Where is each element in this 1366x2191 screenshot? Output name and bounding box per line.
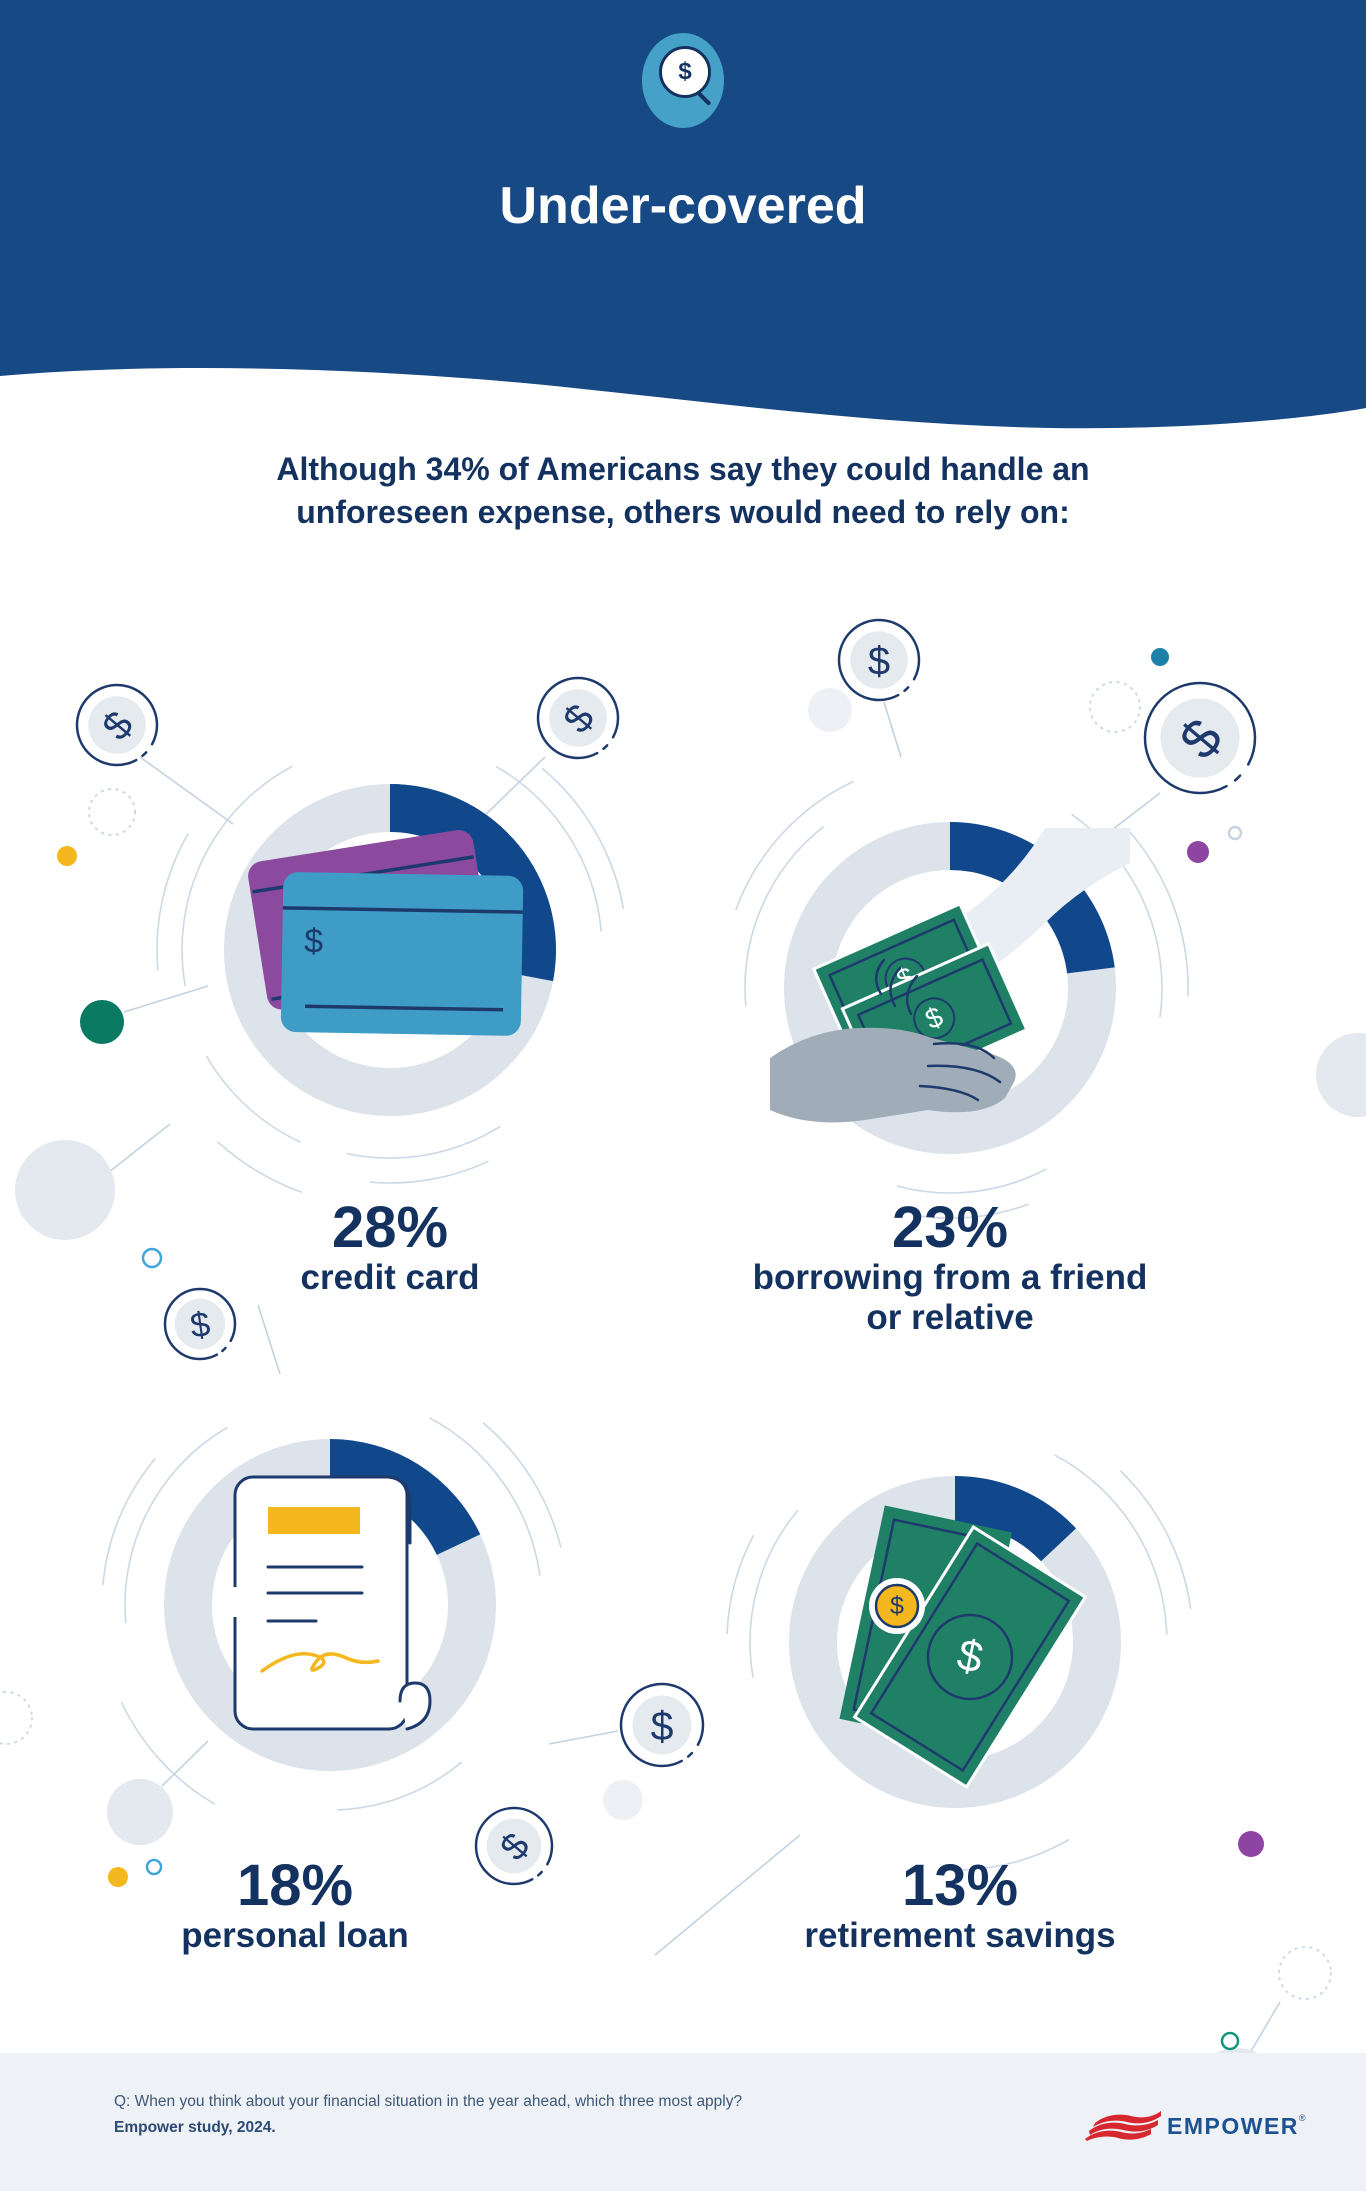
stat-label: retirement savings xyxy=(804,1916,1116,1955)
dollar-coin-icon: $ xyxy=(75,683,159,767)
brand-name: EMPOWER xyxy=(1167,2112,1299,2139)
header-banner xyxy=(0,0,1366,429)
connector-line xyxy=(883,701,902,758)
decorative-dot xyxy=(107,1779,173,1845)
loan-document-icon xyxy=(230,1475,432,1731)
survey-question: Q: When you think about your financial s… xyxy=(114,2093,743,2110)
donut-chart-borrowing: $ $ xyxy=(770,808,1130,1168)
svg-text:$: $ xyxy=(651,1703,674,1749)
magnifier-handle xyxy=(696,91,712,106)
dotted-circle xyxy=(0,1691,33,1745)
decorative-arc xyxy=(369,1160,489,1184)
cash-and-coin-icon: $ $ xyxy=(839,1505,1088,1790)
connector-line xyxy=(103,1123,171,1177)
dollar-coin-icon: $ xyxy=(536,676,620,760)
stat-label: borrowing from a friend xyxy=(752,1258,1148,1297)
stat-label: credit card xyxy=(300,1258,480,1297)
donut-ring xyxy=(789,1476,1121,1808)
connector-line xyxy=(257,1304,281,1375)
donut-chart-personal-loan xyxy=(150,1425,510,1785)
svg-text:$: $ xyxy=(94,703,142,748)
donut-chart-retirement-savings: $ $ xyxy=(775,1462,1135,1822)
footer: Q: When you think about your financial s… xyxy=(0,2053,1366,2191)
credit-cards-icon: $ xyxy=(248,830,524,1036)
magnifier-glass-icon: $ xyxy=(659,46,711,98)
svg-text:$: $ xyxy=(868,639,890,683)
decorative-ring xyxy=(1227,825,1243,841)
decorative-arc xyxy=(726,1534,755,1635)
stat-credit-card: 28% credit card xyxy=(140,1198,640,1298)
coin-icon: $ xyxy=(869,1578,925,1634)
connector-line xyxy=(548,1730,619,1745)
empower-flag-icon xyxy=(1085,2111,1161,2141)
svg-text:$: $ xyxy=(890,1592,904,1620)
decorative-dot xyxy=(1238,1831,1264,1857)
decorative-dot xyxy=(15,1140,115,1240)
decorative-dot xyxy=(57,846,77,866)
dollar-coin-icon: $ xyxy=(163,1287,237,1361)
decorative-dot xyxy=(603,1780,643,1820)
dotted-circle xyxy=(1278,1946,1332,2000)
stat-retirement-savings: 13% retirement savings xyxy=(710,1856,1210,1956)
connector-line xyxy=(1246,2001,1281,2059)
dotted-circle xyxy=(88,788,136,836)
decorative-arc xyxy=(346,1125,501,1159)
dollar-coin-icon: $ xyxy=(1143,681,1257,795)
dollar-coin-icon: $ xyxy=(619,1682,705,1768)
svg-text:$: $ xyxy=(555,696,603,741)
connector-line xyxy=(123,985,209,1013)
stat-percent: 28% xyxy=(331,1195,449,1260)
decorative-dot xyxy=(808,688,852,732)
dollar-magnifier-icon: $ xyxy=(642,33,724,128)
intro-line-1: Although 34% of Americans say they could… xyxy=(276,451,1090,487)
intro-line-2: unforeseen expense, others would need to… xyxy=(296,494,1070,530)
stat-label-line2: or relative xyxy=(866,1298,1034,1337)
page-title: Under-covered xyxy=(499,177,867,235)
stat-percent: 18% xyxy=(236,1853,354,1918)
intro-statement: Although 34% of Americans say they could… xyxy=(0,448,1366,534)
decorative-dot xyxy=(1151,648,1169,666)
donut-ring xyxy=(224,784,556,1116)
stat-percent: 23% xyxy=(891,1195,1009,1260)
donut-ring xyxy=(164,1439,496,1771)
decorative-arc xyxy=(1126,828,1189,997)
decorative-arc xyxy=(896,1168,1047,1194)
donut-chart-credit-card: $ xyxy=(210,770,570,1130)
dollar-coin-icon: $ xyxy=(837,618,921,702)
decorative-ring xyxy=(1220,2031,1240,2051)
stat-borrowing: 23% borrowing from a friend or relative xyxy=(700,1198,1200,1338)
stat-percent: 13% xyxy=(901,1853,1019,1918)
decorative-arc xyxy=(216,1141,303,1194)
hand-giving-money-icon: $ $ xyxy=(770,828,1130,1123)
svg-text:$: $ xyxy=(188,1304,213,1345)
source-note: Empower study, 2024. xyxy=(114,2119,276,2136)
dotted-circle xyxy=(1089,681,1141,733)
registered-mark: ® xyxy=(1298,2113,1306,2123)
decorative-dot xyxy=(1316,1033,1366,1117)
decorative-dot xyxy=(80,1000,124,1044)
decorative-dot xyxy=(1187,841,1209,863)
svg-text:$: $ xyxy=(304,922,324,960)
stat-personal-loan: 18% personal loan xyxy=(45,1856,545,1956)
svg-text:$: $ xyxy=(1167,707,1234,770)
stat-label: personal loan xyxy=(181,1916,409,1955)
decorative-arc xyxy=(156,833,189,971)
empower-logo: EMPOWER ® xyxy=(1085,2111,1306,2141)
donut-ring xyxy=(784,822,1116,1154)
decorative-arc xyxy=(102,1457,156,1586)
